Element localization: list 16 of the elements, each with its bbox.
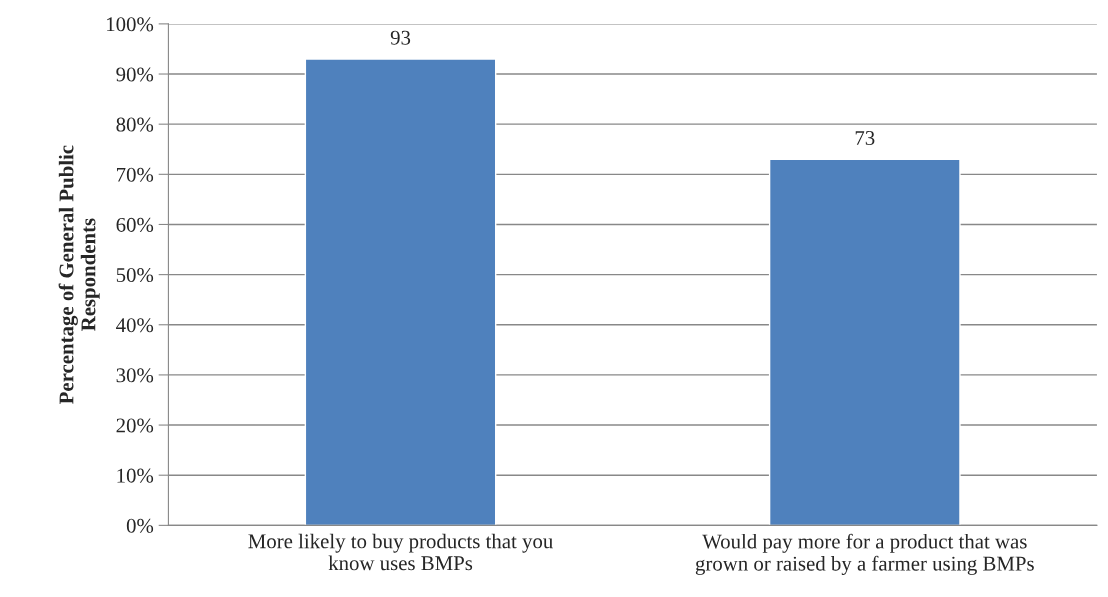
y-tick-label: 10%	[117, 468, 154, 483]
data-label: 73	[855, 131, 875, 146]
data-label: 93	[390, 30, 411, 45]
y-tick-label: 80%	[116, 117, 154, 132]
y-tick-label: 70%	[117, 167, 154, 182]
x-tick-label: More likely to buy products that you know uses BMPs	[248, 533, 553, 571]
y-tick-label: 50%	[116, 267, 154, 283]
x-tick-label: Would pay more for a product that was grown or raised by a farmer using BMPs	[695, 533, 1034, 575]
y-tick-label: 0%	[126, 518, 154, 533]
y-tick-label: 30%	[116, 368, 154, 383]
y-tick-label: 100%	[107, 17, 154, 32]
y-tick-label: 20%	[116, 418, 154, 433]
y-tick-label: 90%	[116, 67, 154, 82]
y-tick-label: 60%	[116, 217, 154, 232]
y-axis-title: Percentage of General Public Respondents	[58, 145, 100, 404]
y-tick-label: 40%	[116, 318, 154, 333]
